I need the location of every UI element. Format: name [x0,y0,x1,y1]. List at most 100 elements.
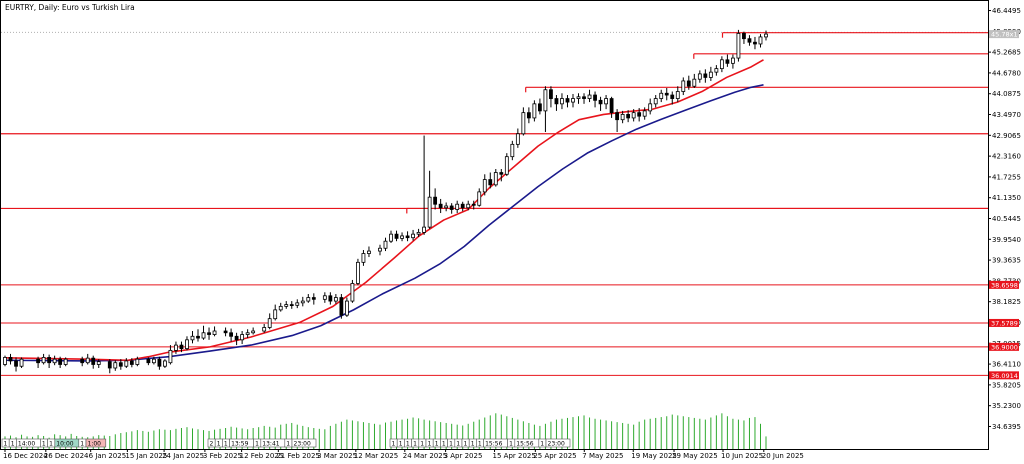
candle-body [262,327,267,332]
session-tag-label: 1 [442,441,446,448]
candle-body [477,191,482,206]
session-tag-box [85,438,107,448]
price-axis-label: 39.3635 [992,257,1021,265]
price-axis-label: 41.1350 [992,194,1021,202]
candle-body [113,362,118,369]
candles-layer [3,29,768,374]
price-line-label: 37.5789 [991,319,1018,327]
candle-body [41,357,46,364]
price-axis-label: 39.9540 [992,236,1021,244]
session-tag-label: 1 [413,441,417,448]
time-axis-label: 21 Feb 2025 [276,452,320,460]
candle-body [488,179,493,186]
price-line-label-box [989,318,1019,327]
candle-body [124,360,129,367]
candle-body [504,156,509,175]
price-axis[interactable]: 46.449545.859045.268544.678044.087543.49… [988,7,1021,431]
candle-body [322,295,327,300]
candle-body [251,330,256,334]
candle-body [240,334,245,341]
session-tag-label: 10:00 [56,441,73,448]
price-axis-label: 43.4970 [992,111,1021,119]
candle-body [207,332,211,335]
candle-body [400,235,404,239]
candle-body [576,96,581,99]
candle-body [333,297,338,302]
price-axis-label: 35.2300 [992,402,1021,410]
candle-body [747,38,752,43]
candle-body [168,349,173,364]
candle-body [653,98,658,105]
candle-body [311,297,316,300]
candle-body [118,362,123,367]
candle-body [604,98,608,105]
session-tag-label: 1:00 [88,441,102,448]
candle-body [151,358,156,364]
time-axis-label: 3 Feb 2025 [203,452,242,460]
candle-body [96,361,101,365]
candle-body [598,99,603,105]
candle-body [444,205,449,209]
candle-body [460,203,465,209]
time-axis-label: 3 Mar 2025 [317,452,357,460]
session-tag-label: 2 [210,441,214,448]
candle-body [697,73,702,80]
candle-body [719,59,724,70]
candle-body [339,297,344,316]
candle-body [449,205,454,210]
candle-body [670,94,675,99]
candle-body [714,68,719,73]
candle-body [565,98,570,103]
time-axis-label: 25 Apr 2025 [533,452,576,460]
candle-body [223,330,228,334]
price-axis-label: 46.4495 [992,7,1021,15]
candle-body [593,94,597,101]
candle-body [764,33,768,38]
session-tag-label: 1 [80,441,84,448]
price-line-label: 38.6598 [991,281,1018,289]
session-tag-label: 13:41 [262,441,279,448]
candle-body [245,332,250,335]
candle-body [538,103,542,112]
candle-body [422,226,427,233]
session-tag-label: 15:56 [485,441,502,448]
candle-body [389,233,393,242]
candle-body [196,335,200,339]
price-line-label-box [989,280,1019,289]
candle-body [36,358,40,364]
price-axis-label: 36.4110 [992,361,1021,369]
candle-body [278,305,283,311]
price-line-label: 36.0914 [991,372,1018,380]
candle-body [234,335,239,341]
time-axis-label: 15 Jan 2025 [125,452,167,460]
time-axis-label: 10 Jun 2025 [721,452,763,460]
candle-body [344,300,349,316]
session-tag-label: 1 [428,441,432,448]
candle-body [560,98,564,105]
time-axis-label: 7 May 2025 [582,452,623,460]
candle-body [753,41,757,45]
current-price-label: 45.78x1 [991,31,1018,39]
candle-body [549,89,553,99]
candle-body [394,233,399,239]
candle-body [284,304,289,307]
candle-body [229,332,233,337]
session-tag-label: 1 [42,441,46,448]
session-tag-box [291,438,317,448]
candle-body [521,112,526,135]
candle-body [179,344,184,350]
price-axis-label: 41.7255 [992,173,1021,181]
candle-body [692,78,697,87]
session-tag-label: 1 [449,441,453,448]
candle-body [14,360,18,367]
candle-body [306,297,311,302]
candle-body [367,250,371,254]
candle-body [736,33,741,59]
chart-title: EURTRY, Daily: Euro vs Turkish Lira [5,3,135,12]
session-tag-label: 1 [435,441,439,448]
candle-body [174,344,178,351]
candle-body [157,358,162,367]
candle-body [642,110,647,117]
